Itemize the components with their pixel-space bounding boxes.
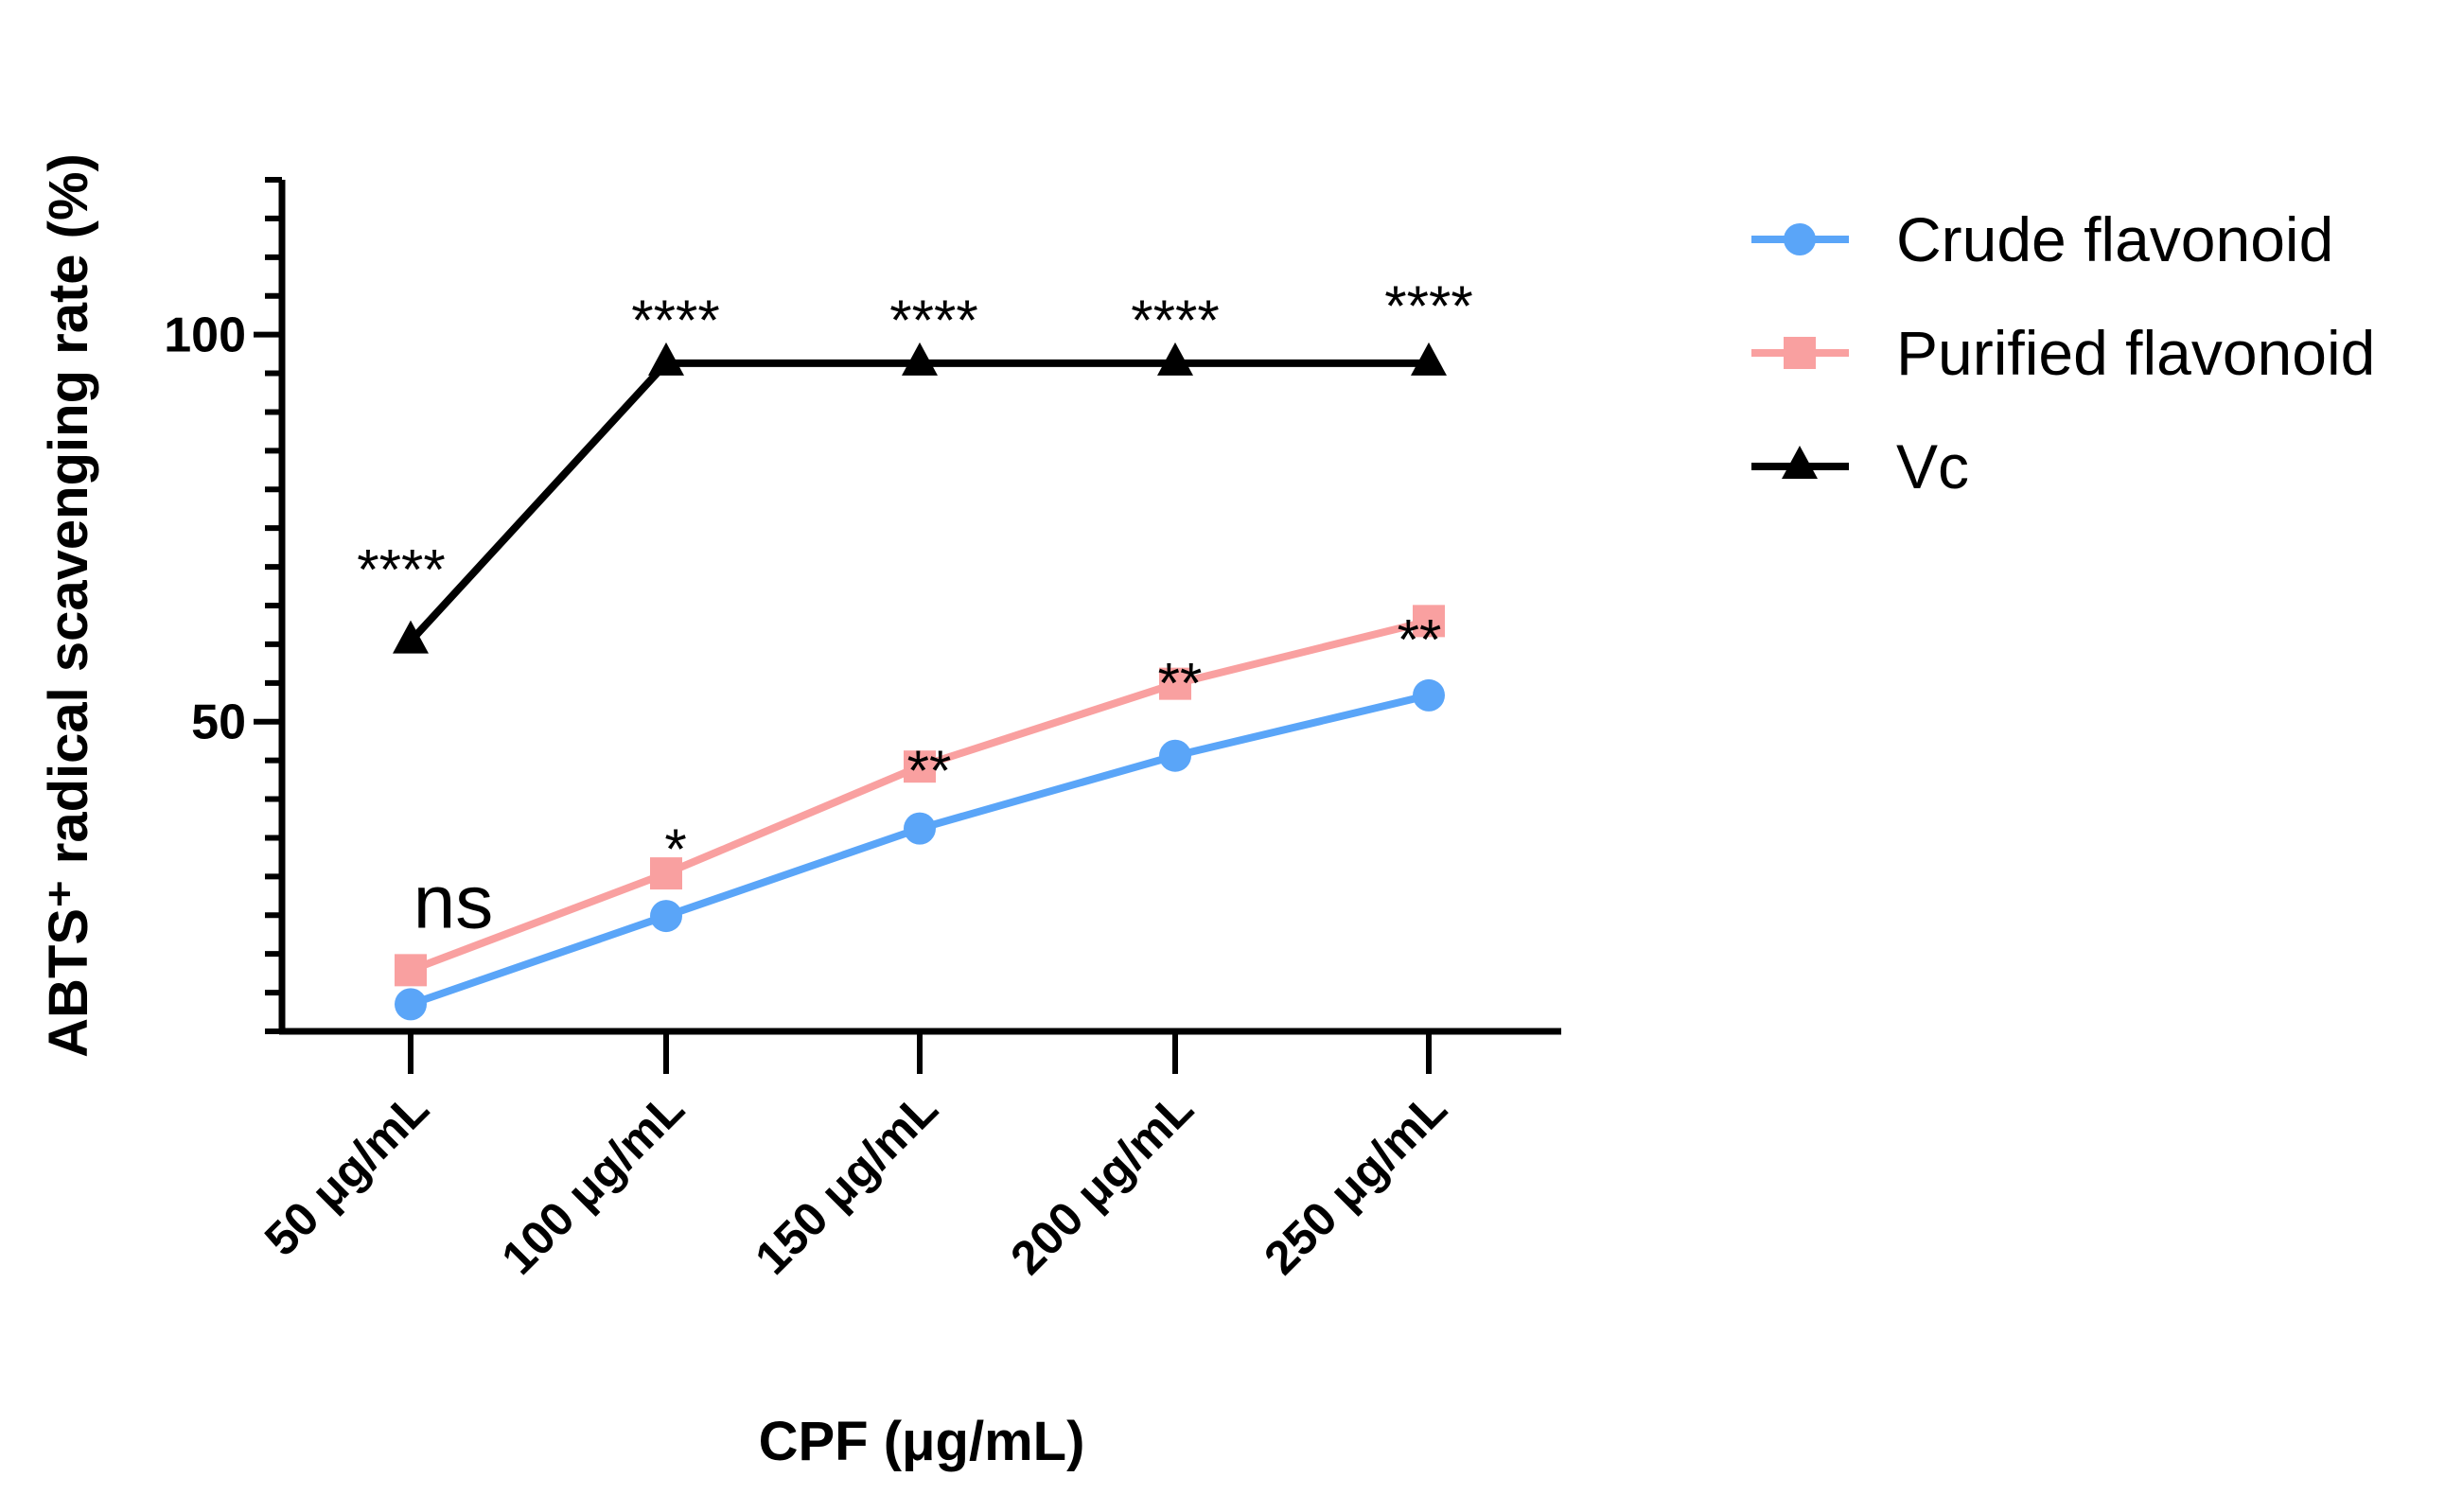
marker-circle (1413, 678, 1445, 712)
significance-label: **** (357, 538, 445, 602)
marker-circle (1784, 223, 1816, 255)
marker-triangle (393, 620, 429, 654)
marker-triangle (1157, 342, 1193, 376)
series-vc (393, 342, 1447, 654)
legend-item: Purified flavonoid (1751, 318, 2375, 388)
marker-triangle (902, 342, 938, 376)
significance-label: **** (631, 289, 719, 352)
significance-label: ** (1398, 607, 1442, 671)
x-tick-label: 150 μg/mL (745, 1081, 947, 1284)
marker-circle (395, 988, 427, 1021)
x-tick-label: 50 μg/mL (255, 1081, 439, 1266)
marker-circle (1159, 739, 1191, 772)
marker-triangle (648, 342, 684, 376)
y-axis-label: ABTS⁺ radical scavenging rate (%) (38, 153, 99, 1058)
marker-square (904, 750, 936, 783)
legend-item: Crude flavonoid (1751, 204, 2333, 274)
legend-label: Vc (1896, 431, 1969, 501)
annotations: ******** **** **** ****ns******* (357, 274, 1472, 943)
significance-label: **** (1131, 289, 1219, 352)
significance-label: ** (907, 739, 952, 802)
x-tick-label: 250 μg/mL (1254, 1081, 1456, 1284)
marker-triangle (1411, 342, 1447, 376)
series-crude-flavonoid (395, 678, 1445, 1021)
marker-circle (650, 900, 682, 933)
axes: 50 100 50 μg/mL 100 μg/mL 150 μg/mL 200 μg/mL… (164, 177, 1561, 1285)
marker-square (1413, 605, 1445, 638)
marker-square (395, 954, 427, 987)
marker-square (650, 857, 682, 890)
significance-label: * (664, 818, 686, 881)
significance-label: ns (413, 859, 494, 943)
legend-label: Crude flavonoid (1896, 204, 2333, 274)
y-tick-label: 50 (191, 695, 246, 750)
marker-square (1159, 667, 1191, 700)
significance-label: **** (1384, 274, 1472, 338)
marker-square (1784, 337, 1816, 369)
series-line (408, 359, 1429, 644)
series-group (393, 342, 1447, 1021)
x-tick-label: 100 μg/mL (491, 1081, 694, 1284)
series-purified-flavonoid (395, 605, 1445, 987)
y-tick-label: 100 (164, 308, 246, 363)
x-axis-label: CPF (μg/mL) (759, 1411, 1085, 1472)
marker-circle (904, 812, 936, 845)
significance-label: **** (889, 289, 977, 352)
legend-label: Purified flavonoid (1896, 318, 2375, 388)
legend-item: Vc (1751, 431, 1969, 501)
legend: Crude flavonoid Purified flavonoid Vc (1751, 204, 2375, 501)
significance-label: ** (1158, 652, 1203, 715)
x-tick-label: 200 μg/mL (1000, 1081, 1203, 1284)
marker-triangle (1782, 446, 1818, 479)
